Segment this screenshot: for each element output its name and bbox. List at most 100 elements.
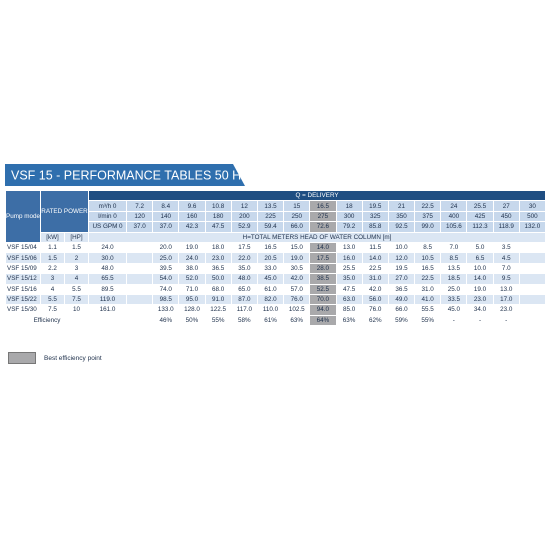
efficiency-value: - <box>492 314 520 327</box>
efficiency-value: 63% <box>283 314 311 327</box>
flow-value: 21 <box>387 200 416 212</box>
head-value: 48.0 <box>230 273 258 285</box>
flow-value: 25.5 <box>466 200 494 212</box>
head-value: 71.0 <box>178 283 206 295</box>
pump-model: VSF 15/09 <box>5 262 41 275</box>
flow-value: 18 <box>335 200 363 212</box>
power-kw: 1.5 <box>40 252 65 264</box>
head-value: 16.5 <box>414 262 442 275</box>
head-value: 74.0 <box>152 283 180 295</box>
flow-value: 24 <box>440 200 468 212</box>
head-value: 11.5 <box>361 241 389 254</box>
flow-value: 42.3 <box>178 221 206 233</box>
flow-value: 275 <box>309 210 337 223</box>
head-value: 22.5 <box>414 273 442 285</box>
flow-value: 30 <box>518 200 547 212</box>
flow-value: 120 <box>126 210 154 223</box>
head-value: 65.5 <box>88 273 128 285</box>
head-value: 94.0 <box>309 304 337 316</box>
flow-value: 47.5 <box>204 221 232 233</box>
table-row: m³/h 0 7.2 8.4 9.6 10.8 12 13.5 15 16.5 18 19.5 21 2… <box>6 200 547 212</box>
head-value: 68.0 <box>204 283 232 295</box>
head-value <box>126 262 154 275</box>
flow-value: 425 <box>466 210 494 223</box>
efficiency-value: - <box>466 314 494 327</box>
head-value: 98.5 <box>152 293 180 306</box>
pump-model: VSF 15/12 <box>5 273 41 285</box>
head-value: 10.0 <box>466 262 494 275</box>
title: VSF 15 - PERFORMANCE TABLES 50 HZ <box>11 168 245 182</box>
head-value <box>518 283 547 295</box>
head-value: 19.0 <box>178 241 206 254</box>
head-value: 14.0 <box>466 273 494 285</box>
power-hp: 2 <box>63 252 90 264</box>
head-value: 20.5 <box>256 252 285 264</box>
pump-model: VSF 15/16 <box>5 283 41 295</box>
head-value: 25.5 <box>335 262 363 275</box>
head-value: 65.0 <box>230 283 258 295</box>
power-kw: 1.1 <box>40 241 65 254</box>
pump-model: VSF 15/06 <box>5 252 41 264</box>
flow-value: 375 <box>414 210 442 223</box>
head-value: 5.0 <box>466 241 494 254</box>
flow-value: 99.0 <box>414 221 442 233</box>
head-value: 38.0 <box>178 262 206 275</box>
efficiency-value <box>88 314 128 327</box>
head-value: 89.5 <box>88 283 128 295</box>
head-value: 34.0 <box>466 304 494 316</box>
head-value: 45.0 <box>256 273 285 285</box>
head-value: 20.0 <box>152 241 180 254</box>
head-value: 161.0 <box>88 304 128 316</box>
head-value: 85.0 <box>335 304 363 316</box>
head-value: 30.0 <box>88 252 128 264</box>
flow-value: 200 <box>230 210 258 223</box>
head-value: 38.5 <box>309 273 337 285</box>
flow-value: 7.2 <box>126 200 154 212</box>
head-value: 7.0 <box>492 262 520 275</box>
head-value: 102.5 <box>283 304 311 316</box>
flow-unit: m³/h 0 <box>88 200 128 212</box>
head-value: 22.5 <box>361 262 389 275</box>
head-value: 8.5 <box>440 252 468 264</box>
head-value <box>518 293 547 306</box>
head-value: 66.0 <box>387 304 416 316</box>
head-value: 119.0 <box>88 293 128 306</box>
power-unit: [HP] <box>63 231 90 243</box>
head-value: 133.0 <box>152 304 180 316</box>
head-value: 16.0 <box>335 252 363 264</box>
flow-value: 37.0 <box>152 221 180 233</box>
head-value: 7.0 <box>440 241 468 254</box>
table-row: l/min 0 120 140 160 180 200 225 250 275 300 325 350… <box>6 210 547 223</box>
title-banner: VSF 15 - PERFORMANCE TABLES 50 HZ <box>5 164 245 186</box>
power-hp: 10 <box>63 304 90 316</box>
efficiency-value: - <box>440 314 468 327</box>
flow-value: 325 <box>361 210 389 223</box>
head-value: 10.5 <box>414 252 442 264</box>
efficiency-value: 55% <box>414 314 442 327</box>
table-row: VSF 15/30 7.5 10 161.0 133.0 128.0 122.5 117.0 1… <box>5 304 547 316</box>
pump-model: VSF 15/04 <box>5 241 41 254</box>
head-value: 23.0 <box>492 304 520 316</box>
pump-model: VSF 15/22 <box>5 293 41 306</box>
flow-value: 37.0 <box>126 221 154 233</box>
efficiency-value: 62% <box>361 314 389 327</box>
head-value: 6.5 <box>466 252 494 264</box>
efficiency-value: 50% <box>178 314 206 327</box>
pump-model: VSF 15/30 <box>5 304 41 316</box>
banner-shape <box>5 164 245 186</box>
flow-value: 27 <box>492 200 520 212</box>
power-unit: [kW] <box>40 231 65 243</box>
head-value: 10.0 <box>387 241 416 254</box>
power-kw: 3 <box>40 273 65 285</box>
flow-value: 160 <box>178 210 206 223</box>
head-value: 128.0 <box>178 304 206 316</box>
flow-value: 59.4 <box>256 221 285 233</box>
efficiency-value: 58% <box>230 314 258 327</box>
flow-value: 140 <box>152 210 180 223</box>
head-value: 30.5 <box>283 262 311 275</box>
head-value: 41.0 <box>414 293 442 306</box>
head-value: 52.5 <box>309 283 337 295</box>
head-value: 25.0 <box>440 283 468 295</box>
head-value: 19.5 <box>387 262 416 275</box>
efficiency-value: 59% <box>387 314 416 327</box>
